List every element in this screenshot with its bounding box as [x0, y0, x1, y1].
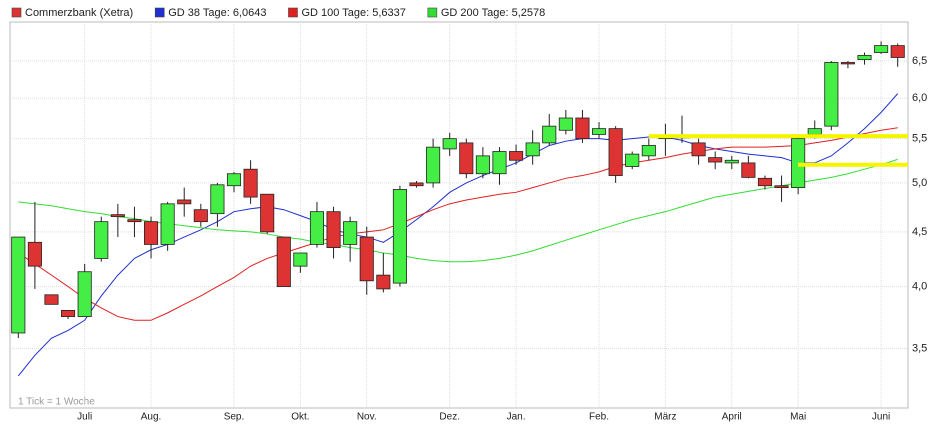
- candle-body: [326, 211, 341, 249]
- candle-body: [641, 145, 656, 157]
- legend-label: Commerzbank (Xetra): [25, 7, 133, 19]
- x-tick-label: Juni: [872, 412, 890, 423]
- candle-body: [293, 252, 308, 267]
- candle-body: [359, 236, 374, 282]
- candle-body: [392, 189, 407, 284]
- x-tick-label: Aug.: [141, 412, 162, 423]
- candle-body: [210, 184, 225, 215]
- x-tick-label: Juli: [77, 412, 92, 423]
- moving-average-line: [18, 127, 898, 321]
- candle-body: [708, 157, 723, 163]
- candle-body: [625, 153, 640, 167]
- x-tick-label: März: [654, 412, 676, 423]
- candle-body: [260, 193, 275, 233]
- candle-body: [127, 219, 142, 223]
- plot-area: [9, 21, 909, 409]
- x-tick-label: Sep.: [224, 412, 245, 423]
- x-tick-label: Dez.: [439, 412, 460, 423]
- candle-body: [857, 54, 872, 61]
- candle-body: [774, 185, 789, 188]
- candle-body: [575, 117, 590, 140]
- y-tick-label: 4,0: [912, 280, 927, 292]
- x-tick-label: Nov.: [357, 412, 377, 423]
- x-tick-label: April: [722, 412, 742, 423]
- candle-body: [110, 214, 125, 218]
- x-tick-label: Feb.: [589, 412, 609, 423]
- candle-body: [558, 117, 573, 131]
- candle-body: [426, 146, 441, 184]
- candle-body: [459, 142, 474, 175]
- candle-body: [376, 274, 391, 290]
- candle-body: [890, 45, 905, 58]
- candle-body: [608, 128, 623, 176]
- legend-swatch: [154, 7, 165, 18]
- candle-body: [542, 125, 557, 144]
- candle-body: [874, 45, 889, 53]
- y-tick-label: 5,5: [912, 133, 927, 145]
- annotation: 1 Tick = 1 Woche: [18, 397, 95, 408]
- candle-body: [509, 151, 524, 161]
- x-tick-label: Okt.: [291, 412, 309, 423]
- candle-body: [77, 271, 92, 317]
- y-tick-label: 6,0: [912, 92, 927, 104]
- moving-average-line: [17, 93, 899, 377]
- candle-body: [691, 142, 706, 157]
- y-tick-label: 6,5: [912, 55, 927, 67]
- candle-body: [226, 173, 242, 187]
- x-tick-label: Mai: [790, 412, 806, 423]
- candle-body: [824, 62, 839, 127]
- candle-body: [276, 236, 291, 287]
- candle-body: [475, 155, 490, 175]
- y-tick-label: 3,5: [912, 343, 927, 355]
- candle-body: [27, 241, 42, 267]
- candle-body: [592, 128, 607, 135]
- candle-body: [757, 177, 773, 187]
- candle-body: [94, 221, 109, 259]
- legend-label: GD 38 Tage: 6,0643: [168, 7, 266, 19]
- candle-body: [409, 182, 424, 187]
- candle-body: [492, 151, 507, 175]
- candle-body: [442, 138, 457, 150]
- legend-swatch: [288, 7, 298, 18]
- candle-body: [525, 142, 540, 157]
- candle-body: [741, 162, 756, 178]
- candle-body: [193, 209, 208, 223]
- legend-swatch: [11, 7, 22, 18]
- candle-body: [44, 294, 59, 305]
- legend-swatch: [427, 7, 438, 18]
- candle-body: [11, 236, 26, 334]
- legend-label: GD 100 Tage: 5,6337: [301, 7, 405, 19]
- candle-body: [343, 221, 358, 245]
- candle-body: [61, 310, 76, 317]
- candle-body: [243, 168, 258, 198]
- candle-body: [143, 221, 159, 245]
- candle-body: [309, 211, 325, 245]
- y-tick-label: 5,0: [912, 177, 927, 189]
- legend-label: GD 200 Tage: 5,2578: [441, 7, 545, 19]
- candle-body: [160, 203, 175, 245]
- candle-body: [177, 199, 192, 205]
- x-tick-label: Jan.: [507, 412, 526, 423]
- candle-body: [724, 159, 739, 164]
- y-tick-label: 4,5: [912, 226, 927, 238]
- candle-body: [840, 62, 855, 65]
- candle-body: [807, 128, 822, 135]
